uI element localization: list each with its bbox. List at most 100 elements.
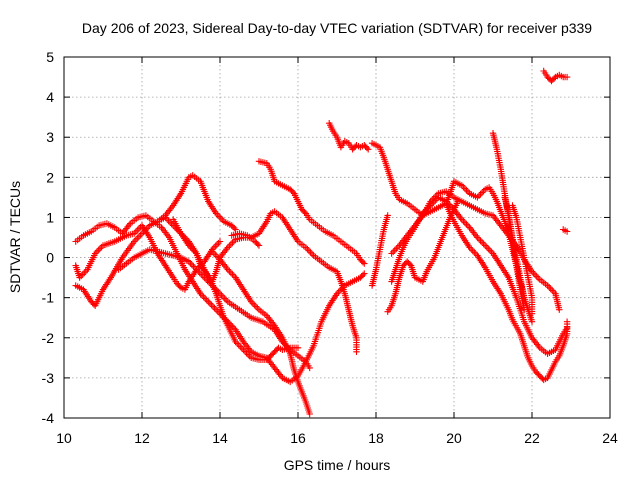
data-point xyxy=(384,212,391,219)
data-point xyxy=(390,248,397,256)
data-point xyxy=(96,245,104,252)
data-point xyxy=(306,364,313,372)
series-track-14 xyxy=(388,194,571,357)
series-track-21 xyxy=(560,226,571,235)
data-point xyxy=(209,303,217,310)
data-point xyxy=(535,274,542,282)
data-point xyxy=(251,301,258,309)
series-track-18 xyxy=(501,194,528,301)
y-tick-label: 0 xyxy=(46,250,54,266)
y-tick-label: 1 xyxy=(46,209,54,225)
data-point xyxy=(229,239,236,246)
y-tick-label: -4 xyxy=(42,410,55,426)
data-marks xyxy=(72,67,571,418)
grid xyxy=(64,57,610,418)
data-point xyxy=(79,271,86,278)
chart-title: Day 206 of 2023, Sidereal Day-to-day VTE… xyxy=(82,20,592,36)
series-track-08 xyxy=(228,230,263,249)
y-tick-label: -3 xyxy=(42,370,55,386)
data-point xyxy=(227,241,235,248)
data-point xyxy=(482,242,489,249)
x-tick-label: 10 xyxy=(56,430,72,446)
data-point xyxy=(477,237,484,244)
data-point xyxy=(485,245,492,252)
data-point xyxy=(475,192,483,199)
data-point xyxy=(469,247,476,254)
x-tick-label: 18 xyxy=(368,430,384,446)
data-point xyxy=(294,344,302,351)
y-tick-label: 4 xyxy=(46,89,54,105)
data-point xyxy=(533,273,540,280)
series-track-10 xyxy=(326,120,372,153)
data-point xyxy=(391,247,398,254)
y-tick-label: 3 xyxy=(46,129,54,145)
y-tick-label: 5 xyxy=(46,49,54,65)
data-point xyxy=(463,221,470,228)
y-tick-label: 2 xyxy=(46,169,54,185)
data-point xyxy=(305,247,313,254)
data-point xyxy=(528,310,536,317)
data-point xyxy=(135,233,143,240)
data-point xyxy=(254,241,261,248)
data-point xyxy=(306,410,313,418)
data-point xyxy=(134,235,141,242)
data-point xyxy=(365,146,372,153)
data-point xyxy=(478,189,486,196)
data-point xyxy=(521,294,528,301)
data-point xyxy=(486,247,494,254)
series-track-07 xyxy=(209,248,313,418)
x-tick-label: 16 xyxy=(290,430,306,446)
data-point xyxy=(227,269,235,276)
data-point xyxy=(229,271,236,278)
data-point xyxy=(132,236,139,244)
data-point xyxy=(471,249,478,256)
data-point xyxy=(191,264,199,272)
data-point xyxy=(461,219,469,226)
data-point xyxy=(166,219,174,226)
data-point xyxy=(213,241,221,248)
data-point xyxy=(212,243,219,250)
x-tick-label: 12 xyxy=(134,430,150,446)
data-point xyxy=(353,348,360,355)
data-point xyxy=(202,295,209,302)
data-point xyxy=(521,306,528,313)
data-point xyxy=(563,228,571,235)
data-point xyxy=(388,250,395,257)
data-point xyxy=(475,235,483,243)
data-point xyxy=(176,283,183,290)
data-point xyxy=(563,318,571,325)
plot-frame xyxy=(63,56,611,419)
data-point xyxy=(137,231,144,239)
x-tick-label: 20 xyxy=(446,430,462,446)
data-point xyxy=(206,300,214,307)
data-point xyxy=(563,324,571,331)
data-point xyxy=(95,247,102,254)
data-point xyxy=(528,318,536,325)
data-point xyxy=(361,260,368,267)
data-point xyxy=(238,345,245,352)
data-point xyxy=(461,185,469,192)
data-point xyxy=(478,239,486,246)
x-tick-label: 24 xyxy=(602,430,618,446)
data-point xyxy=(216,238,224,245)
data-point xyxy=(215,239,222,247)
data-point xyxy=(289,188,296,196)
data-point xyxy=(547,285,554,292)
data-point xyxy=(406,261,413,268)
series-track-12 xyxy=(368,212,391,289)
y-tick-label: -2 xyxy=(42,330,55,346)
x-tick-label: 14 xyxy=(212,430,228,446)
data-point xyxy=(359,259,367,266)
data-point xyxy=(361,270,368,277)
data-point xyxy=(231,224,238,232)
series-track-01 xyxy=(72,172,239,309)
data-point xyxy=(483,243,490,251)
data-point xyxy=(252,303,260,310)
data-point xyxy=(556,306,563,313)
data-point xyxy=(221,295,228,302)
data-point xyxy=(307,249,314,256)
data-point xyxy=(359,271,367,279)
data-point xyxy=(237,343,244,350)
data-point xyxy=(226,268,233,275)
data-point xyxy=(200,293,207,301)
